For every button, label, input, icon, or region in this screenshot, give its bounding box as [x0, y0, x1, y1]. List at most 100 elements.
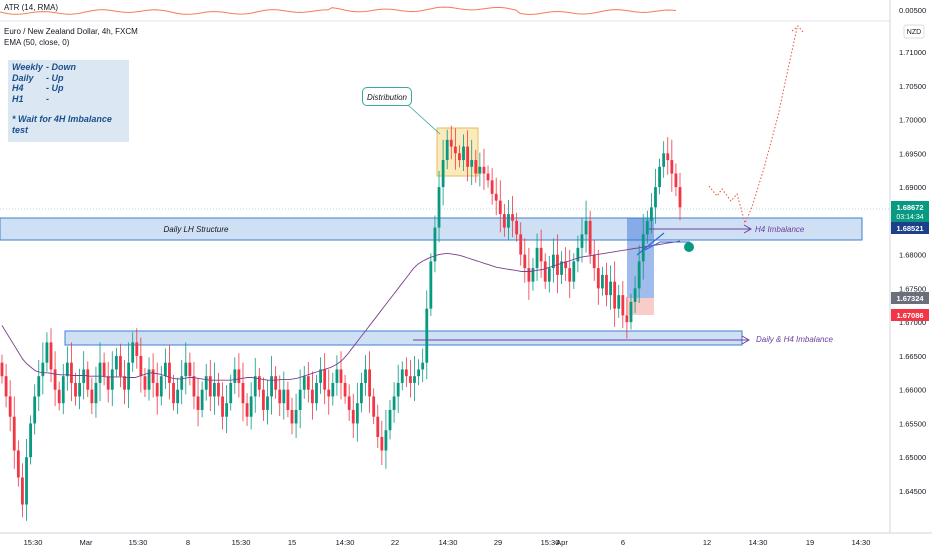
bias-value: - Up: [46, 83, 64, 93]
candle-bearish: [486, 173, 490, 181]
candle-bullish: [641, 234, 645, 262]
entry-marker[interactable]: [684, 242, 694, 252]
candle-bullish: [302, 376, 306, 390]
candle-bearish: [380, 436, 384, 451]
y-tick-label: 1.64500: [899, 487, 926, 496]
atr-legend[interactable]: ATR (14, RMA): [4, 3, 59, 12]
daily-h4-imbalance-arrowhead: [741, 335, 751, 345]
candle-bullish: [421, 362, 425, 370]
candle-bullish: [225, 403, 229, 417]
h4-imbalance-label: H4 Imbalance: [755, 225, 805, 234]
bias-timeframe: Weekly: [12, 62, 43, 72]
x-tick-label: 15:30: [129, 538, 148, 547]
daily-h4-imbalance-label: Daily & H4 Imbalance: [756, 335, 833, 344]
candle-bullish: [535, 247, 539, 269]
candle-bullish: [114, 355, 118, 370]
x-tick-label: Apr: [556, 538, 568, 547]
x-tick-label: 6: [621, 538, 625, 547]
candle-bullish: [441, 160, 445, 188]
candle-bullish: [433, 227, 437, 262]
candle-bullish: [507, 214, 510, 228]
candle-bullish: [176, 389, 180, 404]
bias-row-h4: H4 - Up: [12, 83, 129, 94]
candle-bearish: [458, 153, 461, 161]
candle-bullish: [654, 187, 657, 208]
x-tick-label: 15: [288, 538, 296, 547]
instrument-title[interactable]: Euro / New Zealand Dollar, 4h, FXCM: [4, 27, 138, 36]
daily-h4-imbalance-zone[interactable]: [64, 330, 743, 346]
currency-badge[interactable]: [903, 24, 925, 39]
candle-bearish: [588, 220, 592, 255]
candle-bearish: [327, 389, 331, 397]
candle-bearish: [592, 254, 596, 269]
candle-bearish: [409, 376, 412, 383]
trendline[interactable]: [636, 232, 665, 256]
candle-bullish: [147, 369, 151, 390]
candle-bearish: [143, 376, 147, 390]
candle-bullish: [229, 382, 233, 404]
candle-bearish: [208, 376, 212, 397]
last-price-label: 1.68672: [896, 203, 923, 212]
candle-bearish: [511, 214, 514, 221]
stop-loss-box[interactable]: [627, 298, 654, 315]
candle-bullish: [25, 457, 28, 505]
h4-imbalance-arrowhead: [743, 224, 753, 234]
candle-bullish: [396, 382, 400, 397]
candle-bearish: [21, 477, 24, 505]
candle-bearish: [494, 193, 498, 201]
candle-bullish: [576, 247, 580, 262]
x-tick-label: 29: [494, 538, 502, 547]
candle-bearish: [466, 146, 470, 167]
candle-bearish: [16, 450, 20, 478]
candle-bullish: [600, 274, 604, 289]
ema-line: [1, 240, 681, 381]
candle-bearish: [368, 369, 371, 397]
candle-bearish: [188, 362, 192, 377]
level-a-label: 1.68521: [896, 224, 923, 233]
candle-bearish: [502, 214, 506, 228]
candle-bearish: [217, 382, 220, 397]
candle-bullish: [233, 369, 237, 383]
bias-row-h1: H1 -: [12, 94, 129, 105]
candle-bearish: [543, 261, 547, 282]
candle-bullish: [478, 166, 482, 174]
candle-bearish: [192, 376, 196, 397]
candle-bullish: [200, 389, 204, 410]
candle-bearish: [347, 396, 351, 410]
bias-timeframe: H4: [12, 83, 24, 93]
candle-bullish: [572, 261, 576, 282]
distribution-callout[interactable]: Distribution: [362, 87, 412, 106]
candle-bearish: [290, 409, 294, 424]
candle-bearish: [151, 369, 155, 383]
candle-bearish: [245, 403, 249, 417]
level-c-tag: [891, 309, 929, 321]
candle-bullish: [584, 220, 588, 235]
candle-bullish: [82, 369, 86, 383]
candle-bearish: [274, 376, 278, 390]
candle-bearish: [527, 268, 531, 282]
candle-bullish: [212, 382, 216, 397]
y-tick-label: 1.65500: [899, 419, 926, 428]
candle-bearish: [449, 139, 453, 147]
trendline-2[interactable]: [644, 241, 690, 251]
candle-bearish: [311, 389, 314, 404]
candle-bearish: [376, 416, 380, 437]
candle-bullish: [462, 146, 465, 161]
candle-bullish: [609, 281, 612, 296]
candle-bullish: [319, 369, 322, 383]
x-tick-label: 14:30: [439, 538, 458, 547]
atr-pane: 0.00500: [0, 6, 926, 22]
y-tick-label: 1.71000: [899, 48, 926, 57]
candle-bearish: [539, 247, 543, 262]
candle-bullish: [94, 382, 98, 404]
candle-bearish: [339, 369, 343, 383]
candle-bullish: [392, 396, 396, 410]
ema-legend[interactable]: EMA (50, close, 0): [4, 38, 70, 47]
bias-notes-box[interactable]: Weekly - Down Daily - Up H4 - Up H1 - * Wait…: [8, 60, 129, 142]
candle-bearish: [372, 396, 376, 417]
x-tick-label: 14:30: [749, 538, 768, 547]
x-tick-label: 14:30: [336, 538, 355, 547]
candle-bearish: [4, 376, 8, 397]
candle-bullish: [65, 362, 69, 377]
